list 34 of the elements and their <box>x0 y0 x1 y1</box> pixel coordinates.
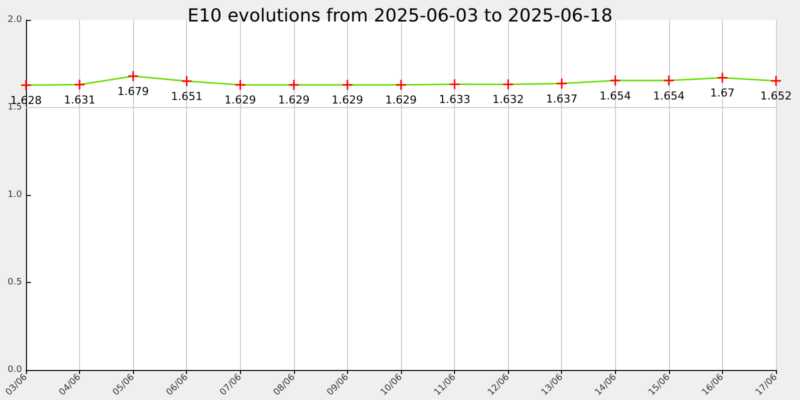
data-label: 1.654 <box>653 89 685 102</box>
chart-title: E10 evolutions from 2025-06-03 to 2025-06-18 <box>187 6 613 26</box>
point <box>288 79 300 91</box>
data-label: 1.633 <box>438 92 470 106</box>
point <box>502 78 514 90</box>
point <box>770 75 782 87</box>
data-label: 1.629 <box>278 94 310 107</box>
point <box>180 75 192 87</box>
point <box>20 79 32 91</box>
point <box>74 78 86 90</box>
y-tick-label: 1.0 <box>8 190 22 200</box>
point <box>716 72 728 84</box>
point <box>448 78 460 90</box>
y-tick-label: 0.0 <box>8 365 22 375</box>
point <box>127 70 139 82</box>
data-label: 1.654 <box>600 89 632 102</box>
data-label: 1.679 <box>117 84 149 98</box>
point <box>234 79 246 91</box>
data-label: 1.629 <box>385 94 417 107</box>
data-label: 1.629 <box>332 94 364 107</box>
point <box>610 74 622 86</box>
data-label: 1.631 <box>64 93 96 106</box>
y-tick-label: 0.5 <box>8 278 22 288</box>
data-label: 1.629 <box>224 94 256 107</box>
data-label: 1.632 <box>492 93 524 106</box>
data-label: 1.651 <box>170 90 202 103</box>
point <box>663 74 675 86</box>
data-label: 1.637 <box>546 92 578 106</box>
data-label: 1.67 <box>710 86 735 100</box>
y-tick-label: 2.0 <box>8 15 22 25</box>
point <box>556 78 568 90</box>
point <box>395 79 407 91</box>
point <box>342 79 354 91</box>
data-label: 1.652 <box>760 90 792 103</box>
